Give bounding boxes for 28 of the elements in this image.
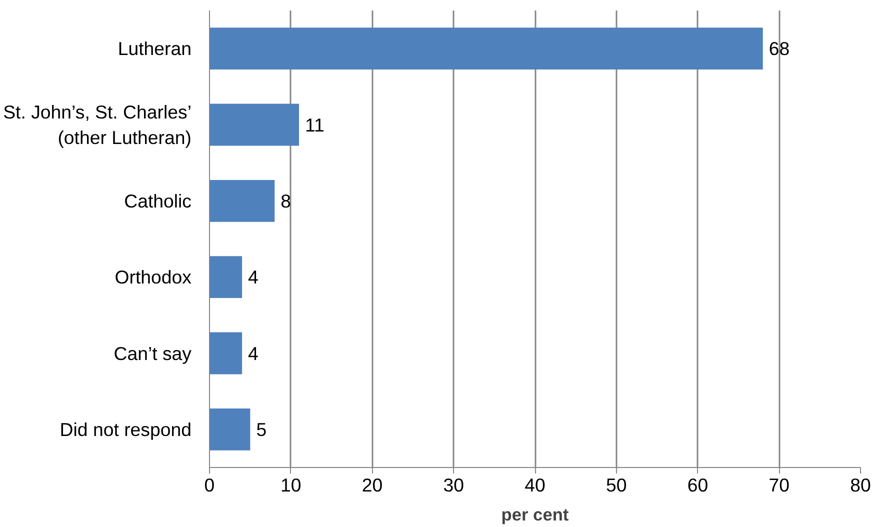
x-axis-title: per cent <box>501 504 569 524</box>
bar <box>210 28 763 70</box>
x-tick-label: 60 <box>687 474 708 496</box>
bar <box>210 104 300 146</box>
x-tick-label: 70 <box>768 474 790 496</box>
data-label: 8 <box>280 190 291 212</box>
x-tick-label: 30 <box>443 474 464 496</box>
x-tick-label: 80 <box>850 474 871 496</box>
y-tick-label: Did not respond <box>60 418 192 440</box>
bar <box>210 256 242 298</box>
y-tick-label: St. John’s, St. Charles’ (other Lutheran) <box>3 102 192 148</box>
data-label: 11 <box>305 114 324 136</box>
y-tick-label: Lutheran <box>118 38 192 60</box>
y-tick-label: Orthodox <box>114 266 192 288</box>
x-tick-label: 0 <box>204 474 215 496</box>
data-label: 4 <box>248 342 258 364</box>
y-tick-label: Can’t say <box>114 342 192 364</box>
x-tick-label: 10 <box>280 474 302 496</box>
bar <box>210 408 250 450</box>
bar <box>210 180 275 222</box>
x-tick-label: 40 <box>524 474 546 496</box>
data-label: 4 <box>248 266 258 288</box>
x-tick-label: 50 <box>606 474 627 496</box>
bar <box>210 332 242 374</box>
x-tick-label: 20 <box>362 474 383 496</box>
y-tick-label: Catholic <box>124 190 192 212</box>
data-label: 5 <box>256 418 267 440</box>
data-label: 68 <box>768 38 790 60</box>
